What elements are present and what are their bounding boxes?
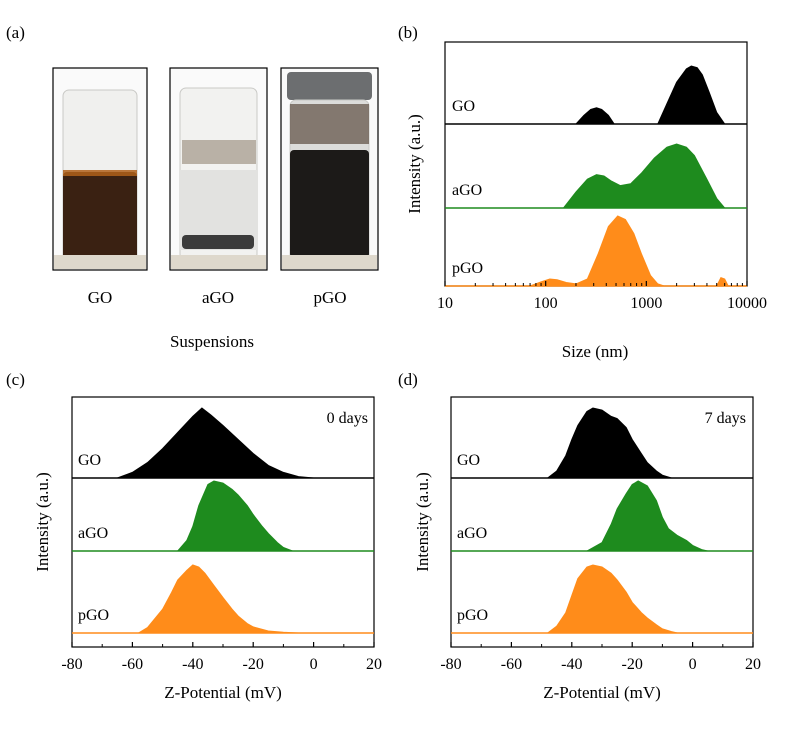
x-tick-label: 0 [310, 656, 318, 673]
vial-photo-pgo [280, 67, 379, 271]
x-tick-label: -60 [122, 656, 143, 673]
x-tick-label: -40 [182, 656, 203, 673]
panel-b-label: (b) [398, 23, 418, 42]
x-tick-label: 10 [437, 295, 453, 312]
series-area-go [546, 407, 672, 479]
panel-d-label: (d) [398, 370, 418, 389]
x-tick-label: 20 [366, 656, 382, 673]
x-tick-label: -20 [243, 656, 264, 673]
series-area-ago [584, 480, 708, 552]
vial-liquid [63, 172, 137, 260]
series-label-go: GO [452, 98, 475, 115]
series-label-go: GO [78, 452, 101, 469]
vial-cap [287, 72, 372, 100]
series-label-pgo: pGO [78, 607, 109, 624]
series-label-ago: aGO [452, 182, 482, 199]
x-tick-label: -80 [440, 656, 461, 673]
series-area-go [117, 407, 314, 479]
series-label-go: GO [457, 452, 480, 469]
y-axis-label: Intensity (a.u.) [405, 114, 424, 214]
x-tick-label: 1000 [630, 295, 662, 312]
series-label-pgo: pGO [457, 607, 488, 624]
series-label-ago: aGO [78, 525, 108, 542]
series-area-ago [176, 480, 293, 552]
vial-liquid [290, 150, 369, 258]
x-tick-label: 0 [689, 656, 697, 673]
x-tick-label: -40 [561, 656, 582, 673]
panel-b-chart: (b) GO aGO pGO 10 100 1000 10000 Size (nm) In… [398, 23, 767, 361]
panel-c-chart: (c) GO aGO pGO -80 -60 -40 -20 0 20 0 days Z-Po… [6, 370, 382, 702]
x-axis-label: Z-Potential (mV) [164, 683, 282, 702]
y-axis-label: Intensity (a.u.) [33, 472, 52, 572]
suspensions-caption: Suspensions [170, 332, 254, 351]
x-tick-label: -80 [61, 656, 82, 673]
x-axis-label: Size (nm) [562, 342, 629, 361]
series-area-pgo [136, 564, 299, 634]
series-area-pgo [529, 215, 730, 287]
series-label-ago: aGO [457, 525, 487, 542]
series-area-go [574, 65, 726, 125]
panel-c-label: (c) [6, 370, 25, 389]
x-axis-label: Z-Potential (mV) [543, 683, 661, 702]
x-tick-label: -20 [622, 656, 643, 673]
series-area-pgo [546, 564, 678, 634]
panel-a: (a) GO aGO pGO Suspensions [6, 23, 379, 351]
x-tick-label: 10000 [727, 295, 767, 312]
series-label-pgo: pGO [452, 260, 483, 277]
vial-label-ago: aGO [202, 288, 234, 307]
y-axis-label: Intensity (a.u.) [413, 472, 432, 572]
vial-label-go: GO [88, 288, 113, 307]
vial-label-pgo: pGO [313, 288, 346, 307]
vial-photo-go [52, 67, 148, 271]
panel-d-chart: (d) GO aGO pGO -80 -60 -40 -20 0 20 7 days Z-Po… [398, 370, 761, 702]
annotation-0-days: 0 days [327, 410, 368, 427]
x-tick-label: 100 [534, 295, 558, 312]
x-tick-label: 20 [745, 656, 761, 673]
x-tick-label: -60 [501, 656, 522, 673]
series-area-ago [562, 143, 726, 209]
annotation-7-days: 7 days [705, 410, 746, 427]
vial-photo-ago [169, 67, 268, 271]
panel-a-label: (a) [6, 23, 25, 42]
